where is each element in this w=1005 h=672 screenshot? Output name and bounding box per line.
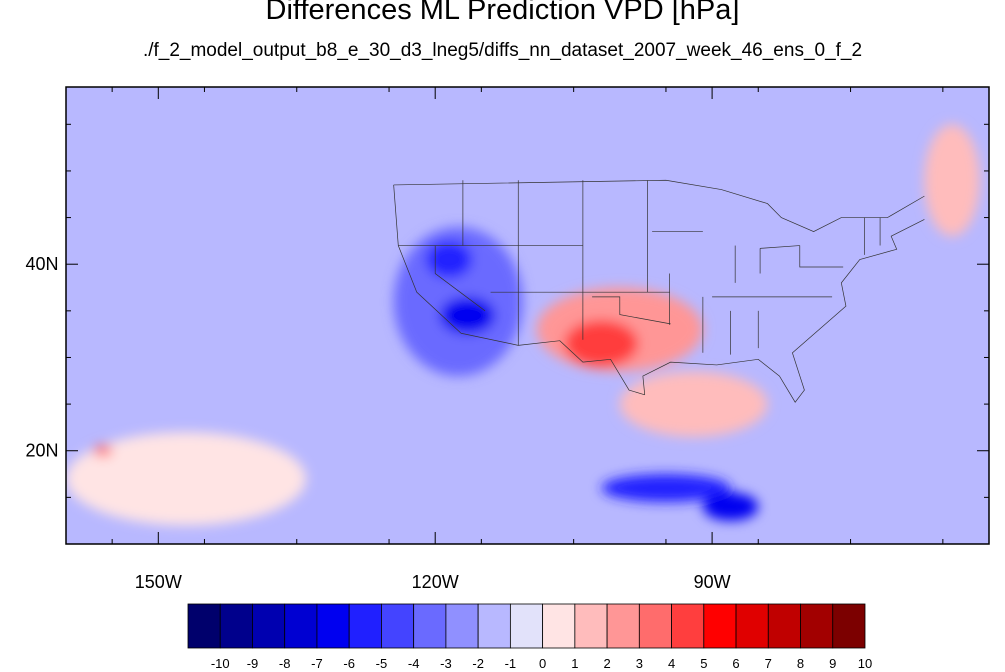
colorbar-bin (767, 603, 801, 649)
lon-tick-label: 120W (412, 572, 459, 592)
colorbar-bin (348, 603, 382, 649)
colorbar-tick-label: -6 (343, 656, 355, 671)
colorbar-tick-label: -7 (311, 656, 323, 671)
colorbar-tick-label: 6 (732, 656, 739, 671)
colorbar-tick-label: -10 (211, 656, 230, 671)
lat-tick-label: 20N (25, 441, 58, 461)
colorbar-bin (219, 603, 253, 649)
lon-tick-label: 90W (694, 572, 731, 592)
anomaly-central-america-negative (601, 474, 731, 503)
colorbar-bin (316, 603, 350, 649)
colorbar-tick-label: -9 (247, 656, 259, 671)
anomaly-southern-california-strong-negative (439, 296, 496, 335)
colorbar-tick-label: -4 (408, 656, 420, 671)
colorbar-bin (671, 603, 705, 649)
colorbar-bin (574, 603, 608, 649)
anomaly-gulf-of-mexico-positive (619, 371, 768, 437)
colorbar-tick-label: 1 (571, 656, 578, 671)
anomaly-subtropical-pacific-positive (66, 432, 306, 526)
colorbar-bin (252, 603, 286, 649)
map-frame (65, 86, 990, 545)
colorbar-bin (509, 603, 544, 649)
colorbar-tick-label: -2 (472, 656, 484, 671)
colorbar-bin (284, 603, 318, 649)
map-plot-area (66, 87, 989, 544)
anomaly-hawaii-positive (93, 445, 113, 457)
state-boundaries (393, 179, 925, 403)
colorbar-bin (800, 603, 834, 649)
anomaly-texas-positive-core (564, 320, 639, 367)
colorbar-tick-label: -1 (505, 656, 517, 671)
colorbar-bin (413, 603, 447, 649)
colorbar-tick-label: 10 (858, 656, 872, 671)
colorbar-tick-label: 9 (829, 656, 836, 671)
colorbar-tick-label: -3 (440, 656, 452, 671)
colorbar-tick-label: 2 (603, 656, 610, 671)
lat-tick-label: 40N (25, 254, 58, 274)
lon-tick-label: 150W (135, 572, 182, 592)
colorbar-tick-label: -8 (279, 656, 291, 671)
colorbar-bin (445, 603, 479, 649)
anomaly-north-atlantic-positive (924, 124, 980, 237)
colorbar-tick-label: 3 (636, 656, 643, 671)
colorbar-bin (832, 603, 866, 649)
colorbar-bin (381, 603, 415, 649)
colorbar-bin (606, 603, 640, 649)
figure-title: Differences ML Prediction VPD [hPa] (265, 0, 740, 26)
colorbar-tick-label: 4 (668, 656, 675, 671)
colorbar-tick-label: -5 (376, 656, 388, 671)
anomaly-eastern-pacific-negative (702, 492, 759, 521)
colorbar-bin (703, 603, 737, 649)
anomaly-great-basin-negative (425, 240, 473, 279)
figure-subtitle: ./f_2_model_output_b8_e_30_d3_lneg5/diff… (142, 40, 863, 61)
colorbar-tick-label: 5 (700, 656, 707, 671)
colorbar-bin (187, 603, 221, 649)
colorbar-labels: -10 -9 -8 -7 -6 -5 -4 -3 -2 -1 0 1 2 3 4 5 6 7 8 9 10 (211, 656, 872, 671)
colorbar-bin (735, 603, 769, 649)
colorbar (187, 603, 866, 649)
colorbar-bin (638, 603, 672, 649)
colorbar-tick-label: 0 (539, 656, 546, 671)
colorbar-tick-label: 7 (765, 656, 772, 671)
colorbar-bin (477, 603, 511, 649)
colorbar-bin (542, 603, 576, 649)
colorbar-tick-label: 8 (797, 656, 804, 671)
